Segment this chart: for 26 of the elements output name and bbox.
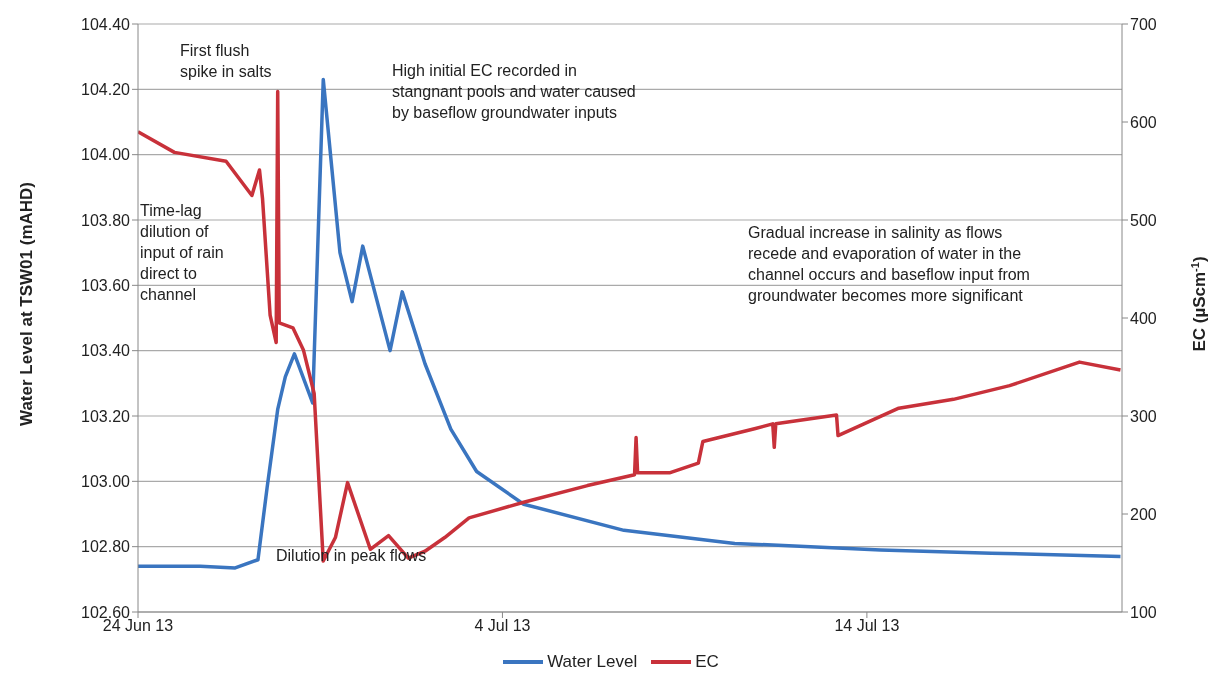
x-tick-label: 24 Jun 13 <box>102 617 174 635</box>
y-tick-label: 103.60 <box>81 277 131 295</box>
y-tick-label: 104.20 <box>81 81 131 99</box>
y2-tick-label: 600 <box>1130 113 1157 131</box>
y-tick-label: 104.40 <box>81 15 131 33</box>
x-tick-label: 14 Jul 13 <box>834 617 900 635</box>
y2-tick-label: 200 <box>1130 505 1157 523</box>
y-tick-label: 103.20 <box>81 407 131 425</box>
annotation: Time-lag dilution of input of rain direct to channel <box>140 201 224 305</box>
annotation: First flush spike in salts <box>180 41 272 82</box>
y2-tick-label: 700 <box>1130 15 1157 33</box>
annotation: Gradual increase in salinity as flows recede and evaporation of water in the channel occurs and baseflow input from groundwater becomes more significant <box>748 223 1030 306</box>
y2-tick-label: 400 <box>1130 309 1157 327</box>
legend-label: Water Level <box>547 652 638 672</box>
y-tick-label: 103.00 <box>81 473 131 491</box>
y2-tick-label: 500 <box>1130 211 1157 229</box>
y-tick-label: 103.80 <box>81 211 131 229</box>
legend-label: EC <box>695 652 719 672</box>
y-tick-label: 104.00 <box>81 146 131 164</box>
y-axis-title: Water Level at TSW01 (mAHD) <box>17 181 36 427</box>
y2-tick-label: 300 <box>1130 407 1157 425</box>
x-tick-label: 4 Jul 13 <box>474 617 531 635</box>
annotation: High initial EC recorded in stangnant pools and water caused by baseflow groundwater inputs <box>392 61 636 123</box>
y2-tick-label: 100 <box>1130 603 1157 621</box>
y-tick-label: 102.80 <box>81 538 131 556</box>
y-tick-label: 103.40 <box>81 342 131 360</box>
